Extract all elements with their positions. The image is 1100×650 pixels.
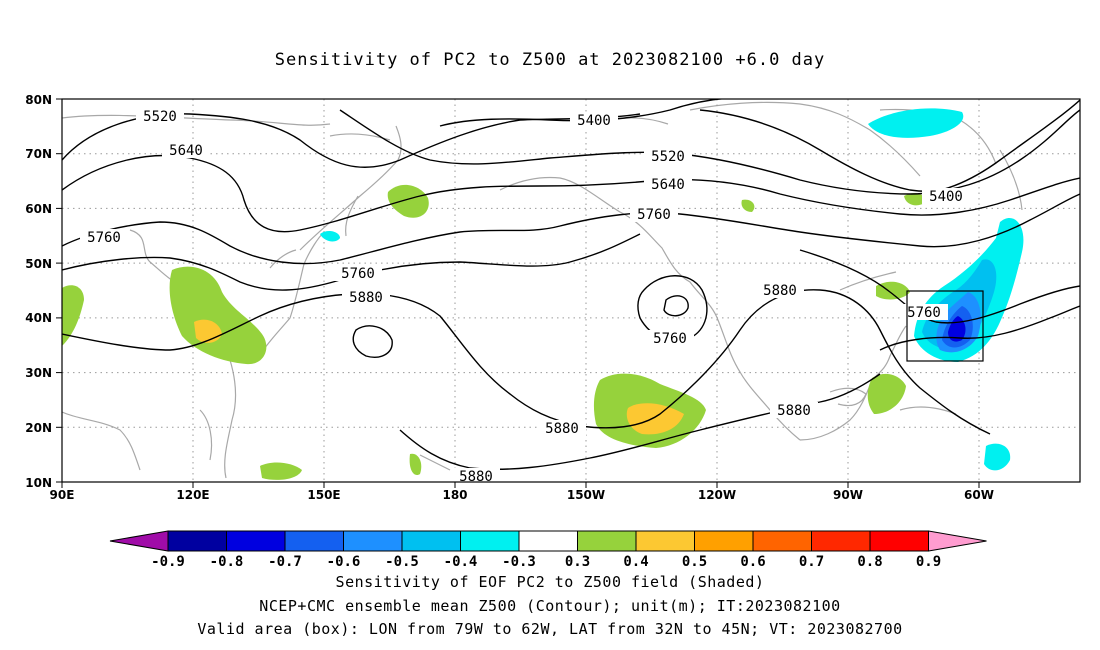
colorbar-tick-label: -0.9 bbox=[151, 554, 185, 570]
contour-5760-inner bbox=[663, 295, 689, 317]
shade-orange-pacific bbox=[626, 403, 684, 435]
colorbar-tick-label: -0.5 bbox=[385, 554, 419, 570]
lon-label: 120E bbox=[176, 488, 209, 502]
colorbar-tick-label: 0.3 bbox=[565, 554, 590, 570]
colorbar-tick-label: 0.7 bbox=[799, 554, 824, 570]
lon-label: 90E bbox=[50, 488, 75, 502]
lat-label: 20N bbox=[25, 421, 52, 435]
colorbar-box bbox=[577, 530, 637, 552]
lon-label: 150E bbox=[307, 488, 340, 502]
contour-label: 5880 bbox=[777, 403, 811, 419]
grid bbox=[62, 99, 1080, 482]
contour-label: 5520 bbox=[651, 149, 685, 165]
contour-5640-west bbox=[62, 154, 1080, 233]
contour-label: 5760 bbox=[653, 331, 687, 347]
lat-label: 70N bbox=[25, 147, 52, 161]
shade-green-west-edge bbox=[62, 285, 84, 346]
colorbar-tick-label: 0.8 bbox=[857, 554, 882, 570]
lat-label: 10N bbox=[25, 476, 52, 490]
contour-label: 5640 bbox=[169, 143, 203, 159]
contour-5880-east bbox=[879, 305, 1080, 351]
contour-label: 5520 bbox=[143, 109, 177, 125]
colorbar-tick-label: -0.3 bbox=[502, 554, 536, 570]
contour-5520-east bbox=[339, 99, 1080, 195]
caption-line-1: Sensitivity of EOF PC2 to Z500 field (Sh… bbox=[335, 573, 765, 591]
colorbar-box bbox=[635, 530, 695, 552]
colorbar-end-high bbox=[928, 530, 987, 552]
contour-label: 5760 bbox=[341, 266, 375, 282]
contour-label: 5760 bbox=[637, 207, 671, 223]
contour-label: 5400 bbox=[577, 113, 611, 129]
lat-label: 30N bbox=[25, 366, 52, 380]
contour-5760-east bbox=[799, 249, 1080, 324]
lat-label: 60N bbox=[25, 202, 52, 216]
contour-label: 5880 bbox=[459, 469, 493, 485]
lon-label: 180 bbox=[442, 488, 467, 502]
colorbar-box bbox=[869, 530, 929, 552]
lat-label: 40N bbox=[25, 311, 52, 325]
longitude-labels: 90E 120E 150E 180 150W 120W 90W 60W bbox=[50, 488, 994, 502]
colorbar-box bbox=[460, 530, 520, 552]
shade-green-sea-small2 bbox=[409, 453, 422, 476]
colorbar-tick-label: 0.4 bbox=[623, 554, 648, 570]
colorbar-box bbox=[694, 530, 754, 552]
colorbar: -0.9 -0.8 -0.7 -0.6 -0.5 -0.4 -0.3 0.3 0.4 0.5 0.6… bbox=[109, 530, 987, 570]
colorbar-tick-label: 0.6 bbox=[740, 554, 765, 570]
caption-line-3: Valid area (box): LON from 79W to 62W, L… bbox=[197, 620, 903, 638]
colorbar-box bbox=[811, 530, 871, 552]
colorbar-box bbox=[284, 530, 344, 552]
colorbar-box bbox=[226, 530, 286, 552]
colorbar-box bbox=[518, 530, 578, 552]
shade-cyan-bermuda bbox=[984, 443, 1011, 471]
lon-label: 90W bbox=[833, 488, 863, 502]
coastlines bbox=[62, 101, 1023, 479]
shade-green-sea-small1 bbox=[260, 462, 302, 480]
shade-green-kamchatka bbox=[387, 184, 429, 218]
contour-5760-west bbox=[62, 193, 1080, 265]
colorbar-end-low bbox=[109, 530, 169, 552]
contour-label: 5880 bbox=[349, 290, 383, 306]
map-title: Sensitivity of PC2 to Z500 at 2023082100… bbox=[274, 50, 826, 70]
contour-5880-closed bbox=[352, 325, 393, 358]
contour-label: 5760 bbox=[907, 305, 941, 321]
contour-5400-east bbox=[699, 109, 1080, 192]
map-frame bbox=[61, 98, 1081, 483]
shade-cyan-japan-sea bbox=[320, 231, 340, 242]
shade-green-hudson bbox=[904, 193, 926, 206]
contour-5880-south bbox=[399, 373, 881, 470]
contour-label-group: 5520 5640 5760 5400 5520 5640 5760 5760 … bbox=[80, 108, 970, 485]
colorbar-box bbox=[401, 530, 461, 552]
colorbar-tick-label: -0.7 bbox=[268, 554, 302, 570]
shade-green-canada bbox=[741, 199, 755, 212]
shaded-sensitivity bbox=[62, 108, 1024, 480]
lon-label: 120W bbox=[698, 488, 736, 502]
contour-label: 5880 bbox=[545, 421, 579, 437]
contour-label: 5640 bbox=[651, 177, 685, 193]
latitude-labels: 80N 70N 60N 50N 40N 30N 20N 10N bbox=[25, 93, 52, 490]
colorbar-box bbox=[752, 530, 812, 552]
colorbar-box bbox=[167, 530, 227, 552]
contour-label: 5400 bbox=[929, 189, 963, 205]
colorbar-box bbox=[343, 530, 403, 552]
shade-green-carolina bbox=[876, 281, 910, 300]
colorbar-tick-label: -0.4 bbox=[444, 554, 478, 570]
shade-green-gulf bbox=[867, 373, 906, 414]
lon-label: 150W bbox=[567, 488, 605, 502]
shade-cyan-greenland bbox=[868, 108, 964, 138]
colorbar-tick-label: 0.9 bbox=[916, 554, 941, 570]
contour-label: 5760 bbox=[87, 230, 121, 246]
shade-green-china bbox=[169, 266, 267, 365]
lat-label: 80N bbox=[25, 93, 52, 107]
contour-label: 5880 bbox=[763, 283, 797, 299]
caption-line-2: NCEP+CMC ensemble mean Z500 (Contour); u… bbox=[259, 597, 841, 615]
colorbar-tick-label: -0.8 bbox=[210, 554, 244, 570]
lat-label: 50N bbox=[25, 257, 52, 271]
colorbar-tick-label: -0.6 bbox=[327, 554, 361, 570]
lon-label: 60W bbox=[964, 488, 994, 502]
valid-area-box bbox=[906, 290, 984, 362]
colorbar-tick-label: 0.5 bbox=[682, 554, 707, 570]
axis-ticks bbox=[56, 98, 980, 488]
